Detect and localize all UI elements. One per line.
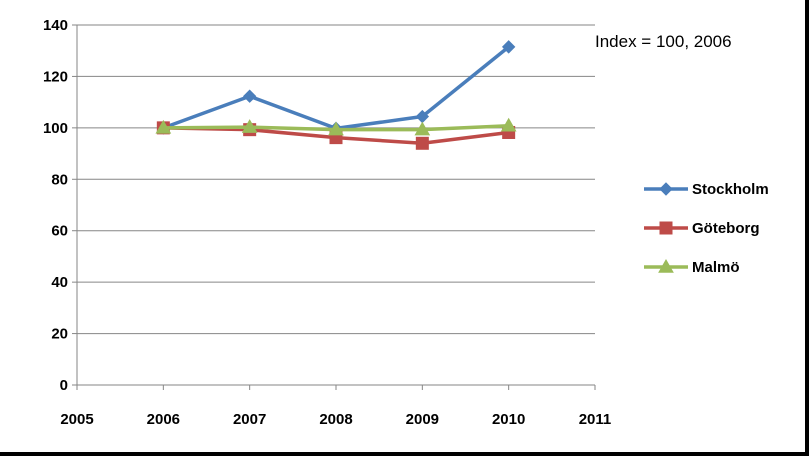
legend-label-stockholm: Stockholm <box>692 181 769 198</box>
legend-item-stockholm: Stockholm <box>644 181 769 198</box>
legend: Stockholm Göteborg Malmö <box>644 181 769 276</box>
data-point-stockholm <box>501 40 516 54</box>
data-point-malm- <box>414 121 431 136</box>
legend-item-malm-: Malmö <box>644 258 740 276</box>
legend-marker-stockholm <box>659 182 673 196</box>
y-tick-label: 0 <box>60 377 68 394</box>
y-tick-label: 40 <box>51 274 68 291</box>
data-point-malm- <box>241 119 258 133</box>
legend-label-malm-: Malmö <box>692 259 740 276</box>
legend-label-g-teborg: Göteborg <box>692 220 760 237</box>
x-tick-label: 2009 <box>406 411 439 428</box>
series-group <box>155 40 517 150</box>
legend-marker-malm- <box>658 258 674 273</box>
axes: 0 20 40 60 80 100 120 140 2005 2006 2007 2008 2009 20… <box>43 17 611 428</box>
data-point-malm- <box>155 119 172 134</box>
y-tick-label: 80 <box>51 171 68 188</box>
gridlines <box>77 24 595 335</box>
data-point-malm- <box>500 117 517 132</box>
y-tick-label: 120 <box>43 68 68 85</box>
data-point-malm- <box>328 121 344 136</box>
series-malm- <box>155 117 517 136</box>
series-line-stockholm <box>161 45 511 131</box>
y-tick-label: 140 <box>43 17 68 34</box>
y-tick-label: 100 <box>43 120 68 137</box>
legend-marker-g-teborg <box>659 221 673 235</box>
y-tick-label: 60 <box>51 223 68 240</box>
series-stockholm <box>156 40 516 136</box>
x-tick-label: 2011 <box>579 411 612 428</box>
data-point-stockholm <box>242 89 257 103</box>
legend-item-g-teborg: Göteborg <box>644 220 760 237</box>
x-tick-label: 2006 <box>147 411 180 428</box>
data-point-g-teborg <box>415 136 429 150</box>
y-tick-label: 20 <box>51 326 68 343</box>
x-tick-label: 2010 <box>492 411 525 428</box>
x-tick-label: 2007 <box>233 411 266 428</box>
chart-annotation: Index = 100, 2006 <box>595 32 732 51</box>
x-tick-label: 2005 <box>60 411 93 428</box>
x-tick-label: 2008 <box>319 411 352 428</box>
